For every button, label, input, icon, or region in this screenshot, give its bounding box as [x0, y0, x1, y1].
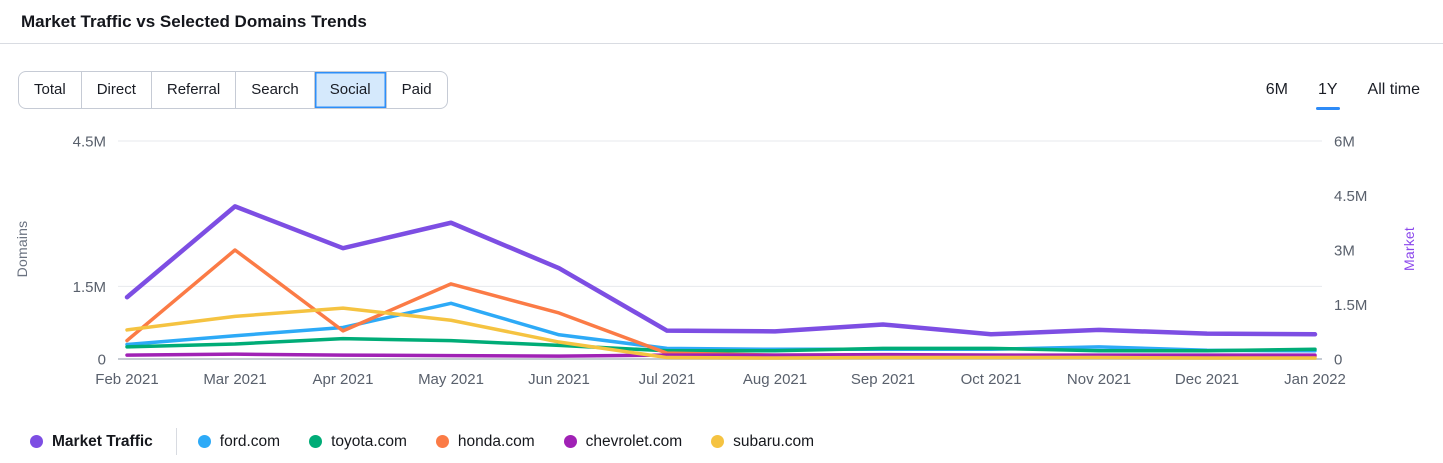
legend-label: chevrolet.com — [585, 432, 683, 450]
legend-dot-toyota-com — [309, 435, 323, 448]
channel-tabs: Total Direct Referral Search Social Paid — [18, 71, 448, 109]
range-all-time[interactable]: All time — [1367, 81, 1420, 98]
legend-item-honda-com[interactable]: honda.com — [435, 432, 535, 451]
series-line-toyota-com — [125, 336, 1317, 353]
legend-item-market-traffic[interactable]: Market Traffic — [30, 433, 153, 451]
tab-referral[interactable]: Referral — [152, 72, 237, 108]
right-axis-tick: 6M — [1334, 134, 1355, 151]
time-range-selector: 6M 1Y All time — [1265, 77, 1421, 110]
right-axis-tick: 4.5M — [1334, 188, 1367, 205]
tab-search[interactable]: Search — [236, 72, 315, 108]
legend-item-toyota-com[interactable]: toyota.com — [309, 433, 407, 451]
legend-label: honda.com — [457, 432, 535, 450]
right-axis-tick: 3M — [1334, 243, 1355, 260]
chart-area: 4.5M 1.5M 0 6M 4.5M 3M 1.5M 0 Feb 2021 Mar 2021 Ap… — [0, 121, 1443, 406]
legend-dot-market-traffic — [30, 435, 43, 448]
legend-dot-ford-com — [197, 435, 211, 448]
x-axis-label: Aug 2021 — [743, 371, 807, 388]
x-axis-label: Jan 2022 — [1284, 371, 1346, 388]
range-1y[interactable]: 1Y — [1315, 77, 1340, 110]
legend-label: ford.com — [219, 432, 281, 450]
range-6m[interactable]: 6M — [1265, 81, 1288, 98]
right-axis-tick: 0 — [1334, 352, 1342, 369]
left-axis-tick: 4.5M — [73, 134, 106, 151]
series-line-ford-com — [125, 301, 1317, 353]
x-axis-label: Apr 2021 — [313, 371, 374, 388]
x-axis-label: Dec 2021 — [1175, 371, 1239, 388]
x-axis-label: Mar 2021 — [203, 371, 266, 388]
series-line-market-traffic — [124, 204, 1318, 337]
legend-label: toyota.com — [331, 432, 407, 450]
left-axis-title: Domains — [14, 221, 30, 278]
legend: Market Traffic ford.com toyota.com honda.co… — [0, 428, 1443, 455]
tab-direct[interactable]: Direct — [82, 72, 152, 108]
left-axis-tick: 0 — [98, 352, 106, 369]
tab-paid[interactable]: Paid — [387, 72, 447, 108]
legend-divider — [175, 428, 177, 455]
legend-item-ford-com[interactable]: ford.com — [197, 432, 281, 451]
legend-dot-chevrolet-com — [563, 435, 577, 448]
x-axis-label: Oct 2021 — [961, 371, 1022, 388]
legend-item-chevrolet-com[interactable]: chevrolet.com — [563, 432, 683, 451]
toolbar: Total Direct Referral Search Social Paid 6M 1Y… — [18, 71, 1423, 110]
series-line-subaru-com — [125, 306, 1317, 360]
trend-chart: 4.5M 1.5M 0 6M 4.5M 3M 1.5M 0 Feb 2021 Mar 2021 Ap… — [14, 134, 1417, 389]
legend-item-subaru-com[interactable]: subaru.com — [711, 433, 814, 451]
x-axis-label: Jul 2021 — [639, 371, 696, 388]
x-axis-label: Nov 2021 — [1067, 371, 1131, 388]
x-axis-label: Feb 2021 — [95, 371, 158, 388]
page-title: Market Traffic vs Selected Domains Trend… — [21, 12, 367, 31]
x-axis-label: Sep 2021 — [851, 371, 915, 388]
chart-header: Market Traffic vs Selected Domains Trend… — [0, 0, 1443, 44]
legend-dot-subaru-com — [711, 435, 725, 448]
legend-label: Market Traffic — [52, 432, 153, 450]
tab-social[interactable]: Social — [314, 72, 387, 108]
right-axis-tick: 1.5M — [1334, 297, 1367, 314]
left-axis-tick: 1.5M — [73, 279, 106, 296]
right-axis-title: Market — [1401, 227, 1417, 271]
legend-dot-honda-com — [435, 435, 449, 448]
x-axis-label: Jun 2021 — [528, 371, 590, 388]
legend-label: subaru.com — [733, 432, 815, 450]
tab-total[interactable]: Total — [19, 72, 82, 108]
x-axis-label: May 2021 — [418, 371, 484, 388]
series-line-chevrolet-com — [125, 352, 1317, 358]
